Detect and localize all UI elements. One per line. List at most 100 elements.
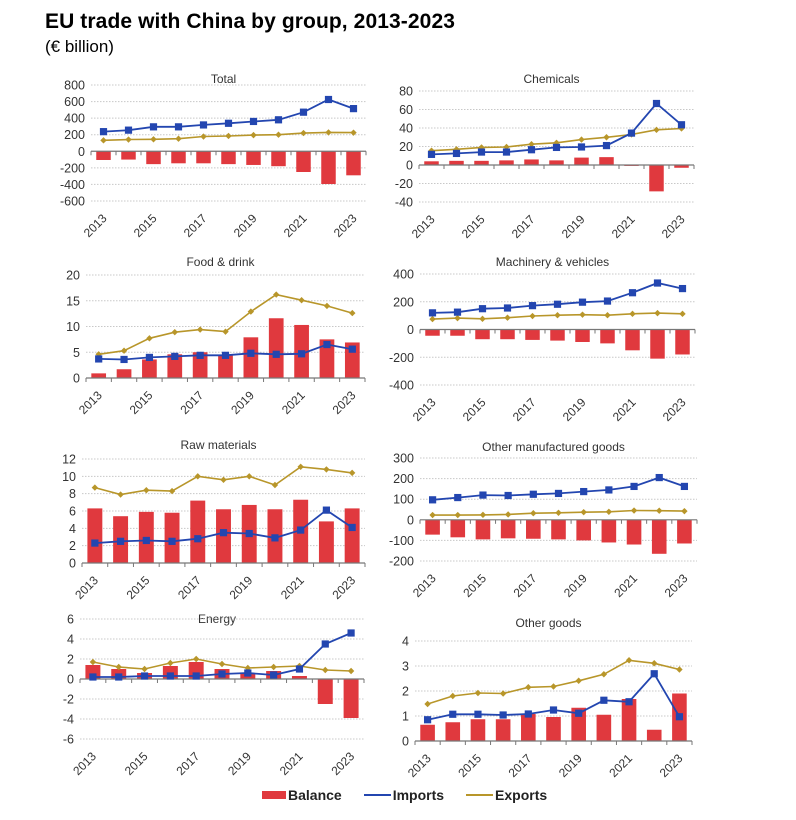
bar-balance-2016 (495, 719, 511, 741)
y-tick-label: -4 (63, 713, 74, 727)
x-tick-label: 2023 (660, 395, 689, 424)
bar-balance-2014 (450, 519, 466, 538)
chart-panel-raw-materials: Raw materials 12 10 8 6 4 2 0 2013 2015 2017 2019 20… (62, 438, 366, 602)
line-imports (432, 282, 683, 314)
panel-title: Machinery & vehicles (496, 255, 609, 269)
point-imports-2014 (449, 710, 457, 718)
point-imports-2013 (423, 716, 432, 724)
x-tick-label: 2013 (409, 212, 438, 241)
point-exports-2016 (167, 659, 174, 667)
x-tick-label: 2019 (228, 388, 257, 417)
legend-label-imports: Imports (392, 787, 445, 803)
y-tick-label: 8 (69, 487, 76, 501)
point-exports-2020 (605, 508, 613, 515)
y-tick-label: -400 (389, 379, 414, 393)
y-tick-label: 15 (66, 294, 80, 308)
y-tick-label: 10 (62, 470, 76, 484)
y-tick-label: 6 (67, 613, 74, 627)
point-imports-2016 (174, 123, 183, 131)
y-tick-label: 4 (69, 522, 76, 536)
point-imports-2016 (504, 491, 512, 500)
point-exports-2021 (630, 507, 638, 514)
point-exports-2023 (348, 469, 356, 477)
bar-balance-2013 (424, 161, 439, 165)
point-exports-2015 (150, 136, 157, 143)
point-imports-2023 (349, 105, 358, 113)
line-exports (427, 659, 680, 705)
y-tick-label: 20 (66, 269, 80, 283)
y-tick-label: 4 (402, 635, 409, 649)
point-imports-2022 (655, 473, 663, 482)
x-tick-label: 2013 (72, 573, 101, 602)
point-imports-2021 (297, 526, 305, 534)
x-tick-label: 2021 (281, 211, 310, 240)
y-tick-label: 200 (64, 128, 85, 142)
y-tick-label: 0 (407, 323, 414, 337)
y-tick-label: 400 (64, 112, 85, 126)
point-exports-2015 (479, 315, 486, 323)
x-tick-label: 2017 (175, 573, 204, 602)
point-imports-2022 (322, 506, 331, 514)
bar-balance-2020 (600, 329, 615, 344)
bar-balance-2016 (171, 151, 186, 164)
point-exports-2016 (168, 487, 176, 495)
point-exports-2016 (499, 690, 507, 697)
point-exports-2023 (350, 129, 357, 136)
x-tick-label: 2019 (561, 571, 590, 600)
point-exports-2020 (270, 663, 277, 671)
x-tick-label: 2017 (506, 751, 535, 780)
bar-balance-2023 (344, 342, 360, 378)
point-imports-2014 (452, 149, 461, 158)
point-exports-2022 (323, 302, 331, 310)
x-tick-label: 2019 (227, 573, 256, 602)
bar-balance-2023 (675, 329, 690, 355)
bar-balance-2023 (677, 519, 692, 544)
bar-balance-2014 (445, 722, 461, 741)
y-tick-label: 12 (62, 453, 76, 467)
point-exports-2021 (629, 310, 636, 318)
x-tick-label: 2019 (231, 211, 260, 240)
bar-balance-2014 (121, 151, 136, 160)
point-imports-2019 (578, 298, 587, 306)
panel-title: Food & drink (186, 255, 255, 269)
legend-item-balance: Balance (262, 787, 342, 803)
bar-balance-2019 (571, 707, 586, 741)
y-tick-label: 0 (406, 159, 413, 173)
bar-balance-2013 (85, 665, 101, 679)
bar-balance-2022 (317, 679, 333, 704)
point-imports-2016 (166, 672, 174, 680)
y-tick-label: 800 (64, 79, 85, 93)
chart-panel-chemicals: Chemicals 80 60 40 20 0 -20 -40 2013 2015 2017 2019… (395, 72, 695, 241)
y-tick-label: 400 (393, 268, 414, 282)
y-tick-label: 0 (407, 513, 414, 527)
point-imports-2017 (192, 672, 200, 680)
legend-label-exports: Exports (495, 787, 548, 803)
point-exports-2018 (555, 509, 562, 516)
bar-balance-2016 (499, 160, 514, 165)
point-imports-2015 (477, 148, 486, 156)
legend-item-imports: Imports (363, 787, 445, 803)
bar-balance-2016 (500, 519, 516, 539)
point-imports-2017 (528, 302, 537, 310)
bar-balance-2017 (525, 329, 540, 340)
point-imports-2015 (140, 672, 149, 680)
x-tick-label: 2017 (509, 212, 538, 241)
y-tick-label: 300 (393, 452, 414, 466)
y-tick-label: 0 (78, 145, 85, 159)
point-imports-2022 (324, 95, 333, 104)
y-tick-label: 2 (69, 539, 76, 553)
point-exports-2018 (218, 660, 226, 668)
x-tick-label: 2015 (455, 751, 484, 780)
point-imports-2014 (454, 493, 462, 502)
bar-balance-2018 (218, 354, 233, 378)
y-tick-label: -40 (395, 196, 413, 210)
point-imports-2023 (348, 345, 356, 353)
bar-balance-2019 (575, 329, 590, 342)
point-imports-2023 (675, 713, 684, 721)
point-exports-2013 (429, 315, 436, 323)
x-tick-label: 2021 (610, 395, 639, 424)
x-tick-label: 2019 (559, 212, 588, 241)
bar-balance-2017 (188, 662, 204, 679)
